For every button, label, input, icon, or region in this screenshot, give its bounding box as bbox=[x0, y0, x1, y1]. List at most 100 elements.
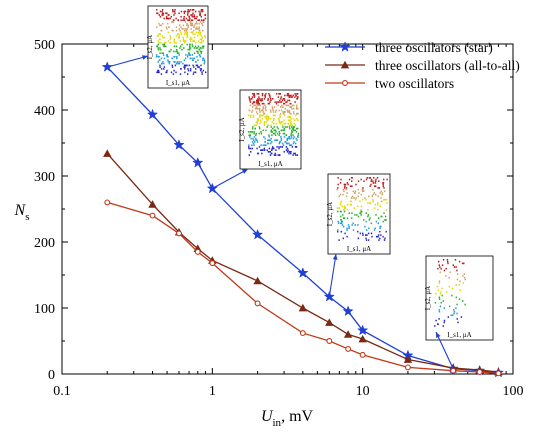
inset-dot bbox=[192, 59, 194, 61]
inset-dot bbox=[196, 35, 199, 37]
inset-dot bbox=[168, 26, 170, 28]
inset-dot bbox=[297, 127, 299, 130]
inset-dot bbox=[268, 93, 270, 95]
inset-dot bbox=[368, 177, 371, 179]
inset-dot bbox=[169, 35, 171, 37]
inset-dot bbox=[192, 45, 194, 48]
inset-dot bbox=[456, 312, 458, 315]
inset-dot bbox=[361, 198, 364, 201]
inset-dot bbox=[384, 198, 386, 201]
inset-dot bbox=[442, 300, 444, 302]
inset-dot bbox=[365, 178, 368, 181]
inset-dot bbox=[297, 134, 299, 136]
inset-dot bbox=[157, 47, 159, 49]
inset-dot bbox=[290, 106, 293, 108]
inset-dot bbox=[182, 28, 184, 30]
inset-dot bbox=[337, 183, 339, 186]
inset-dot bbox=[385, 209, 388, 211]
inset-dot bbox=[180, 26, 182, 28]
inset-dot bbox=[180, 15, 182, 18]
inset-dot bbox=[200, 19, 203, 21]
inset-dot bbox=[264, 141, 266, 143]
inset-dot bbox=[257, 104, 259, 107]
inset-x-label: I_s1, μA bbox=[447, 331, 471, 339]
inset-dot bbox=[163, 62, 165, 65]
inset-dot bbox=[372, 188, 374, 191]
inset-dot bbox=[162, 14, 164, 16]
inset-dot bbox=[372, 182, 375, 184]
inset-dot bbox=[295, 114, 297, 117]
inset-dot bbox=[252, 137, 254, 140]
inset-dot bbox=[443, 319, 446, 322]
inset-arrow-head bbox=[332, 254, 338, 260]
inset-dot bbox=[251, 147, 253, 150]
inset-dot bbox=[344, 232, 346, 235]
inset-dot bbox=[291, 107, 293, 110]
inset-dot bbox=[368, 219, 370, 221]
inset-dot bbox=[184, 68, 186, 70]
inset-dot bbox=[256, 112, 259, 115]
inset-dot bbox=[296, 104, 298, 107]
inset-dot bbox=[265, 129, 267, 132]
inset-dot bbox=[163, 43, 165, 46]
inset-dot bbox=[187, 14, 189, 16]
inset-dot bbox=[255, 137, 257, 140]
inset-arrow bbox=[107, 55, 149, 68]
inset-dot bbox=[285, 134, 288, 136]
inset-dot bbox=[156, 9, 158, 11]
inset-dot bbox=[275, 154, 277, 156]
inset-dot bbox=[256, 139, 258, 141]
inset-dot bbox=[193, 9, 195, 11]
inset-dot bbox=[342, 237, 344, 240]
inset-dot bbox=[286, 93, 289, 95]
data-point bbox=[148, 200, 157, 208]
inset-dot bbox=[365, 234, 367, 236]
inset-dot bbox=[354, 190, 357, 193]
inset-dot bbox=[261, 98, 263, 100]
inset-dot bbox=[384, 237, 386, 240]
inset-dot bbox=[191, 9, 194, 11]
inset-dot bbox=[384, 190, 386, 193]
inset-dot bbox=[202, 10, 204, 13]
inset-dot bbox=[283, 132, 286, 135]
inset-dot bbox=[192, 40, 194, 42]
inset-dot bbox=[202, 47, 204, 49]
inset-dot bbox=[367, 214, 369, 216]
inset-dot bbox=[199, 12, 201, 15]
inset-dot bbox=[295, 94, 297, 97]
inset-dot bbox=[270, 131, 272, 133]
inset-dot bbox=[343, 210, 346, 213]
inset-dot bbox=[454, 259, 457, 261]
inset-dot bbox=[198, 48, 201, 51]
inset-dot bbox=[364, 225, 366, 228]
inset-dot bbox=[263, 102, 265, 105]
inset-dot bbox=[453, 312, 455, 315]
inset-dot bbox=[276, 93, 278, 95]
inset-dot bbox=[286, 151, 289, 153]
inset-dot bbox=[202, 19, 205, 21]
inset-dot bbox=[183, 19, 186, 21]
inset-dot bbox=[255, 134, 257, 136]
inset-dot bbox=[161, 14, 163, 16]
inset-dot bbox=[266, 119, 269, 122]
inset-dot bbox=[366, 234, 368, 236]
inset-dot bbox=[292, 134, 294, 136]
inset-dot bbox=[263, 122, 265, 125]
inset-dot bbox=[182, 38, 185, 41]
inset-dot bbox=[275, 122, 278, 125]
inset-dot bbox=[339, 193, 342, 196]
inset-dot bbox=[281, 99, 284, 102]
inset-dot bbox=[169, 17, 171, 20]
inset-dot bbox=[204, 17, 207, 20]
inset-dot bbox=[289, 116, 291, 118]
data-point bbox=[209, 260, 216, 267]
inset-dot bbox=[376, 235, 378, 238]
inset-dot bbox=[273, 154, 276, 156]
inset-dot bbox=[369, 202, 372, 204]
inset-dot bbox=[256, 122, 258, 125]
inset-dot bbox=[289, 144, 292, 146]
inset-dot bbox=[249, 134, 251, 136]
inset-dot bbox=[440, 291, 442, 293]
inset-dot bbox=[283, 119, 285, 122]
inset-dot bbox=[203, 57, 205, 60]
